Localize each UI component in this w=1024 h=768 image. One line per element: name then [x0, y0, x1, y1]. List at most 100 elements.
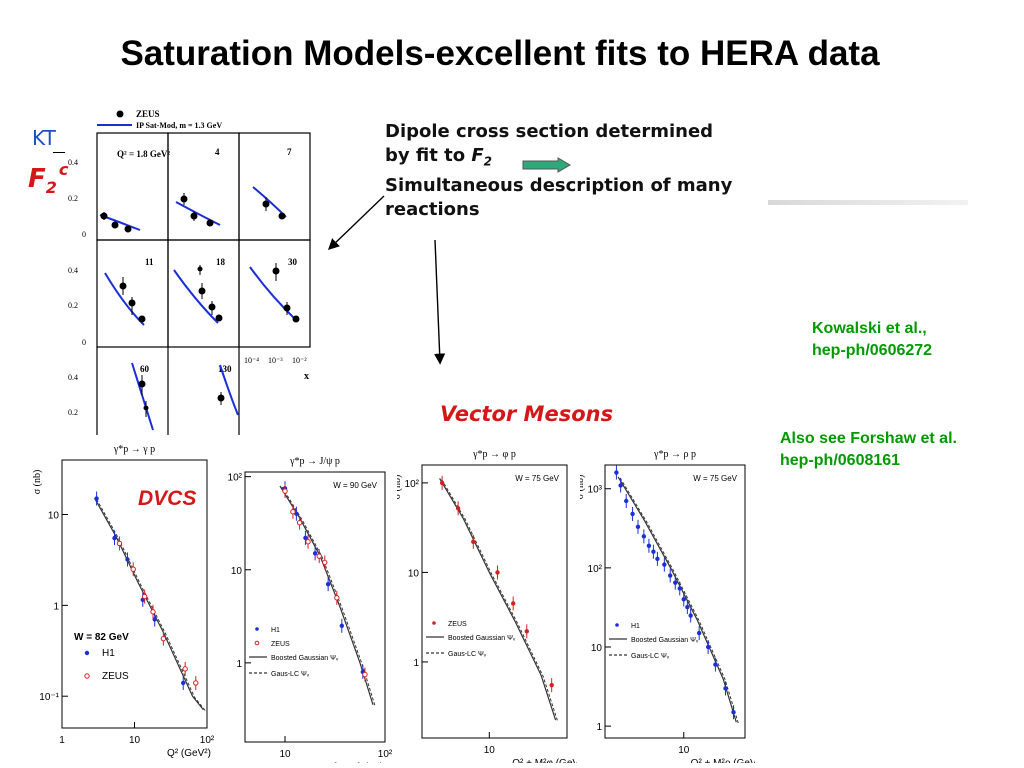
y-tick-02-c: 0.2	[68, 408, 78, 417]
model-curve-solid	[439, 478, 557, 721]
data-point	[334, 595, 340, 601]
legend-title: W = 90 GeV	[333, 481, 377, 490]
annotation-line-2: by fit to F2	[385, 144, 732, 174]
data-point	[305, 539, 311, 545]
y-axis-label: σ (nb)	[225, 482, 226, 507]
x-axis-label: Q² + M²φ (GeV²)	[512, 758, 577, 763]
data-point	[681, 597, 686, 602]
f2c-data-points	[100, 193, 300, 417]
y-tick-label: 10²	[405, 479, 420, 490]
x-tick-2: 10⁻³	[268, 356, 283, 365]
data-point	[152, 617, 157, 622]
legend-marker	[254, 640, 260, 646]
kowalski-line-1: Kowalski et al.,	[812, 320, 927, 337]
data-point	[688, 613, 693, 618]
data-point	[677, 586, 682, 591]
legend-entry: ZEUS	[271, 641, 290, 648]
y-axis-label: σ (nb)	[397, 475, 403, 500]
q2-label-1: Q² = 1.8 GeV²	[117, 149, 170, 159]
annotation-arrows	[327, 195, 446, 365]
data-point	[316, 553, 322, 559]
data-point	[181, 680, 186, 686]
x-axis-label: Q² + M²J/ψ (GeV²)	[326, 762, 395, 763]
data-point	[112, 535, 117, 541]
annotation-line-1: Dipole cross section determined	[385, 121, 714, 142]
kowalski-ref: Kowalski et al., hep-ph/0606272	[812, 318, 932, 362]
x-tick-label: 10	[678, 745, 690, 756]
plot-frame	[244, 471, 386, 743]
q2-label-3: 7	[287, 147, 292, 157]
x-tick-label: 10	[279, 749, 291, 760]
x-axis-label: Q² (GeV²)	[167, 748, 211, 759]
model-curve-dashed	[441, 479, 559, 722]
data-point	[705, 644, 711, 650]
y-tick-label: 10²	[228, 473, 243, 484]
chart-phi: γ*p → φ pσ (nb)Q² + M²φ (GeV²)1010²10²10…	[397, 449, 577, 763]
chart-dvcs: γ*p → γ p σ (nb) Q² (GeV²) 1 10 10² 10 1 10⁻¹ W =…	[32, 444, 215, 759]
legend-curve-label: Gaus-LC Ψᵥ	[271, 671, 310, 678]
kt-label: KT	[32, 126, 56, 150]
y-tick-label: 10³	[588, 485, 603, 496]
x-axis-label: Q² + M²ρ (GeV²)	[691, 758, 755, 763]
legend-title: W = 82 GeV	[74, 632, 129, 643]
y-tick-label: 10⁻¹	[39, 692, 59, 703]
x-tick-3: 10⁻²	[292, 356, 307, 365]
data-point	[510, 601, 516, 606]
f2c-sub: 2	[45, 178, 57, 197]
divider-bar	[768, 200, 968, 205]
legend-marker	[255, 627, 259, 631]
data-point	[182, 666, 188, 672]
data-point	[723, 686, 728, 691]
arrow-to-f2c	[327, 195, 385, 250]
data-point	[624, 498, 629, 504]
data-point	[362, 671, 368, 678]
y-tick-02-b: 0.2	[68, 301, 78, 310]
legend-title: W = 75 GeV	[515, 474, 559, 483]
legend-entry: H1	[102, 648, 115, 659]
legend-marker	[84, 673, 90, 679]
legend-marker	[432, 621, 436, 625]
slide-title: Saturation Models-excellent fits to HERA…	[120, 34, 880, 73]
y-tick-label: 1	[236, 659, 242, 670]
legend-curve-label: Gaus-LC Ψᵥ	[448, 651, 487, 658]
annotation-line-2-text: by fit to	[385, 145, 472, 166]
dvcs-label: DVCS	[138, 487, 196, 510]
data-point	[94, 496, 99, 501]
data-point	[673, 580, 678, 585]
data-point	[322, 559, 328, 566]
y-tick-label: 1	[596, 722, 602, 733]
y-axis-label: σ (nb)	[580, 475, 586, 500]
q2-label-7: 60	[140, 364, 150, 374]
model-curve-solid	[617, 476, 737, 723]
q2-label-2: 4	[215, 147, 220, 157]
green-arrow-icon	[522, 157, 571, 173]
data-point	[160, 635, 167, 642]
data-point	[116, 540, 123, 547]
f2c-model-curves	[99, 186, 297, 431]
data-point	[290, 509, 296, 515]
legend-curve-label: Boosted Gaussian Ψᵥ	[631, 637, 699, 644]
legend-entry: H1	[631, 623, 640, 630]
legend-title: W = 75 GeV	[693, 474, 737, 483]
y-tick-label: 10	[231, 566, 243, 577]
f2c-panel-frames	[96, 132, 311, 435]
plot-frame	[421, 464, 568, 739]
f2c-sup: c	[58, 160, 69, 179]
data-point	[667, 573, 673, 578]
y-tick-label: 10	[48, 511, 60, 522]
model-curve-dashed	[619, 477, 739, 724]
x-tick-1: 10⁻⁴	[244, 356, 259, 365]
q2-label-4: 11	[145, 257, 154, 267]
legend-curve-label: Boosted Gaussian Ψᵥ	[271, 655, 339, 662]
forshaw-ref: Also see Forshaw et al. hep-ph/0608161	[780, 428, 957, 472]
data-point	[614, 470, 619, 475]
data-point	[339, 623, 345, 629]
y-tick-label: 10	[408, 568, 420, 579]
y-tick-04-c: 0.4	[68, 373, 78, 382]
data-point	[141, 593, 148, 600]
data-point	[495, 570, 500, 575]
y-tick-04-a: 0.4	[68, 158, 78, 167]
data-point	[303, 535, 308, 541]
data-point	[651, 549, 656, 554]
legend-zeus-label: ZEUS	[136, 109, 160, 119]
